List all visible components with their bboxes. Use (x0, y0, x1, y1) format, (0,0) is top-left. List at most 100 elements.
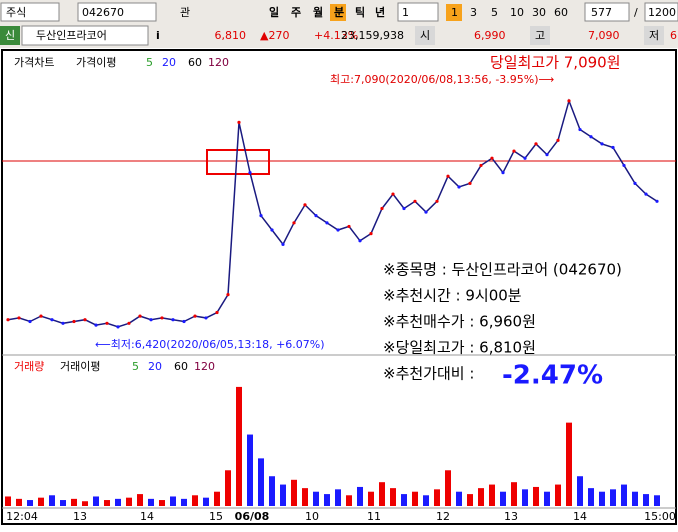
price-point (358, 239, 362, 243)
label: 5 (491, 6, 498, 19)
label: ※당일최고가 : 6,810원 (383, 339, 536, 357)
label: 14 (140, 510, 154, 523)
price-point (369, 232, 373, 236)
price-point (94, 323, 98, 327)
volume-bar (467, 494, 473, 506)
price-point (259, 214, 263, 218)
price-point (413, 199, 417, 203)
label: ▲270 (260, 29, 289, 42)
volume-bar (203, 497, 209, 506)
price-point (589, 135, 593, 139)
price-point (314, 214, 318, 218)
price-point (512, 149, 516, 153)
label: i (156, 29, 160, 42)
label: 60 (554, 6, 568, 19)
label: 5 (146, 56, 153, 69)
label: 120 (208, 56, 229, 69)
price-point (292, 221, 296, 225)
label: ※추천매수가 : 6,960원 (383, 313, 536, 331)
label: 23,159,938 (341, 29, 404, 42)
price-line (7, 98, 658, 328)
volume-bar (412, 491, 418, 506)
price-point (655, 199, 659, 203)
label: 관 (180, 6, 190, 19)
price-point (6, 318, 10, 322)
period-active (330, 4, 346, 21)
volume-bar (104, 500, 110, 506)
label: / (634, 6, 638, 19)
volume-bar (181, 498, 187, 506)
price-point (534, 142, 538, 146)
label-bg (644, 26, 664, 45)
volume-bar (555, 484, 561, 506)
volume-bar (500, 491, 506, 506)
volume-bar (225, 470, 231, 506)
interval-active (446, 4, 462, 21)
price-point (237, 120, 241, 124)
volume-bar (60, 500, 66, 506)
volume-bar (434, 489, 440, 506)
volume-bar (544, 491, 550, 506)
max-input[interactable] (644, 2, 678, 22)
label: 10 (510, 6, 524, 19)
price-point (215, 310, 219, 315)
label: 06/08 (235, 510, 270, 523)
volume-bar (368, 491, 374, 506)
label: 12 (436, 510, 450, 523)
volume-bar (16, 498, 22, 506)
price-point (50, 318, 54, 322)
label: 일 (269, 5, 279, 19)
label-bg (530, 26, 550, 45)
market-select[interactable] (0, 2, 60, 22)
label: 15:00 (644, 510, 676, 523)
label: 거래이평 (60, 360, 100, 373)
price-point (116, 325, 120, 329)
price-point (633, 181, 637, 185)
price-point (28, 319, 32, 324)
price-point (600, 142, 604, 146)
label: 두산인프라코어 (36, 29, 107, 42)
label: 60 (188, 56, 202, 69)
volume-bar (324, 494, 330, 506)
label: 20 (162, 56, 176, 69)
label: 10 (305, 510, 319, 523)
price-point (457, 185, 461, 189)
name-box[interactable] (21, 25, 149, 46)
volume-bar (38, 497, 44, 506)
unit-input[interactable] (397, 2, 439, 22)
label: ※종목명 : 두산인프라코어 (042670) (383, 261, 622, 279)
price-point (391, 192, 395, 196)
volume-bar (214, 491, 220, 506)
price-point (303, 203, 307, 207)
price-point (127, 321, 131, 325)
price-point (83, 318, 87, 322)
label: 6,810 (215, 29, 247, 42)
count-input[interactable] (584, 2, 630, 22)
volume-bar (192, 495, 198, 506)
label: 저 (649, 29, 659, 42)
price-point (644, 192, 648, 196)
label: 7,090 (588, 29, 620, 42)
label: 14 (573, 510, 587, 523)
price-point (402, 206, 406, 211)
volume-bar (610, 489, 616, 506)
label: 12:04 (6, 510, 38, 523)
price-point (248, 171, 252, 175)
volume-bar (93, 496, 99, 506)
volume-bar (27, 500, 33, 506)
volume-bar (445, 470, 451, 506)
volume-bar (357, 486, 363, 506)
price-point (182, 319, 186, 324)
volume-bar (533, 486, 539, 506)
price-point (479, 163, 483, 168)
volume-bar (5, 496, 11, 506)
volume-bar (632, 491, 638, 506)
label: 년 (375, 5, 385, 19)
volume-bar (302, 488, 308, 506)
label: +4.13% (314, 29, 358, 42)
volume-bar (423, 495, 429, 506)
day-high-title: 당일최고가 7,090원 (490, 54, 621, 72)
price-point (61, 321, 65, 325)
code-input[interactable] (77, 2, 157, 22)
